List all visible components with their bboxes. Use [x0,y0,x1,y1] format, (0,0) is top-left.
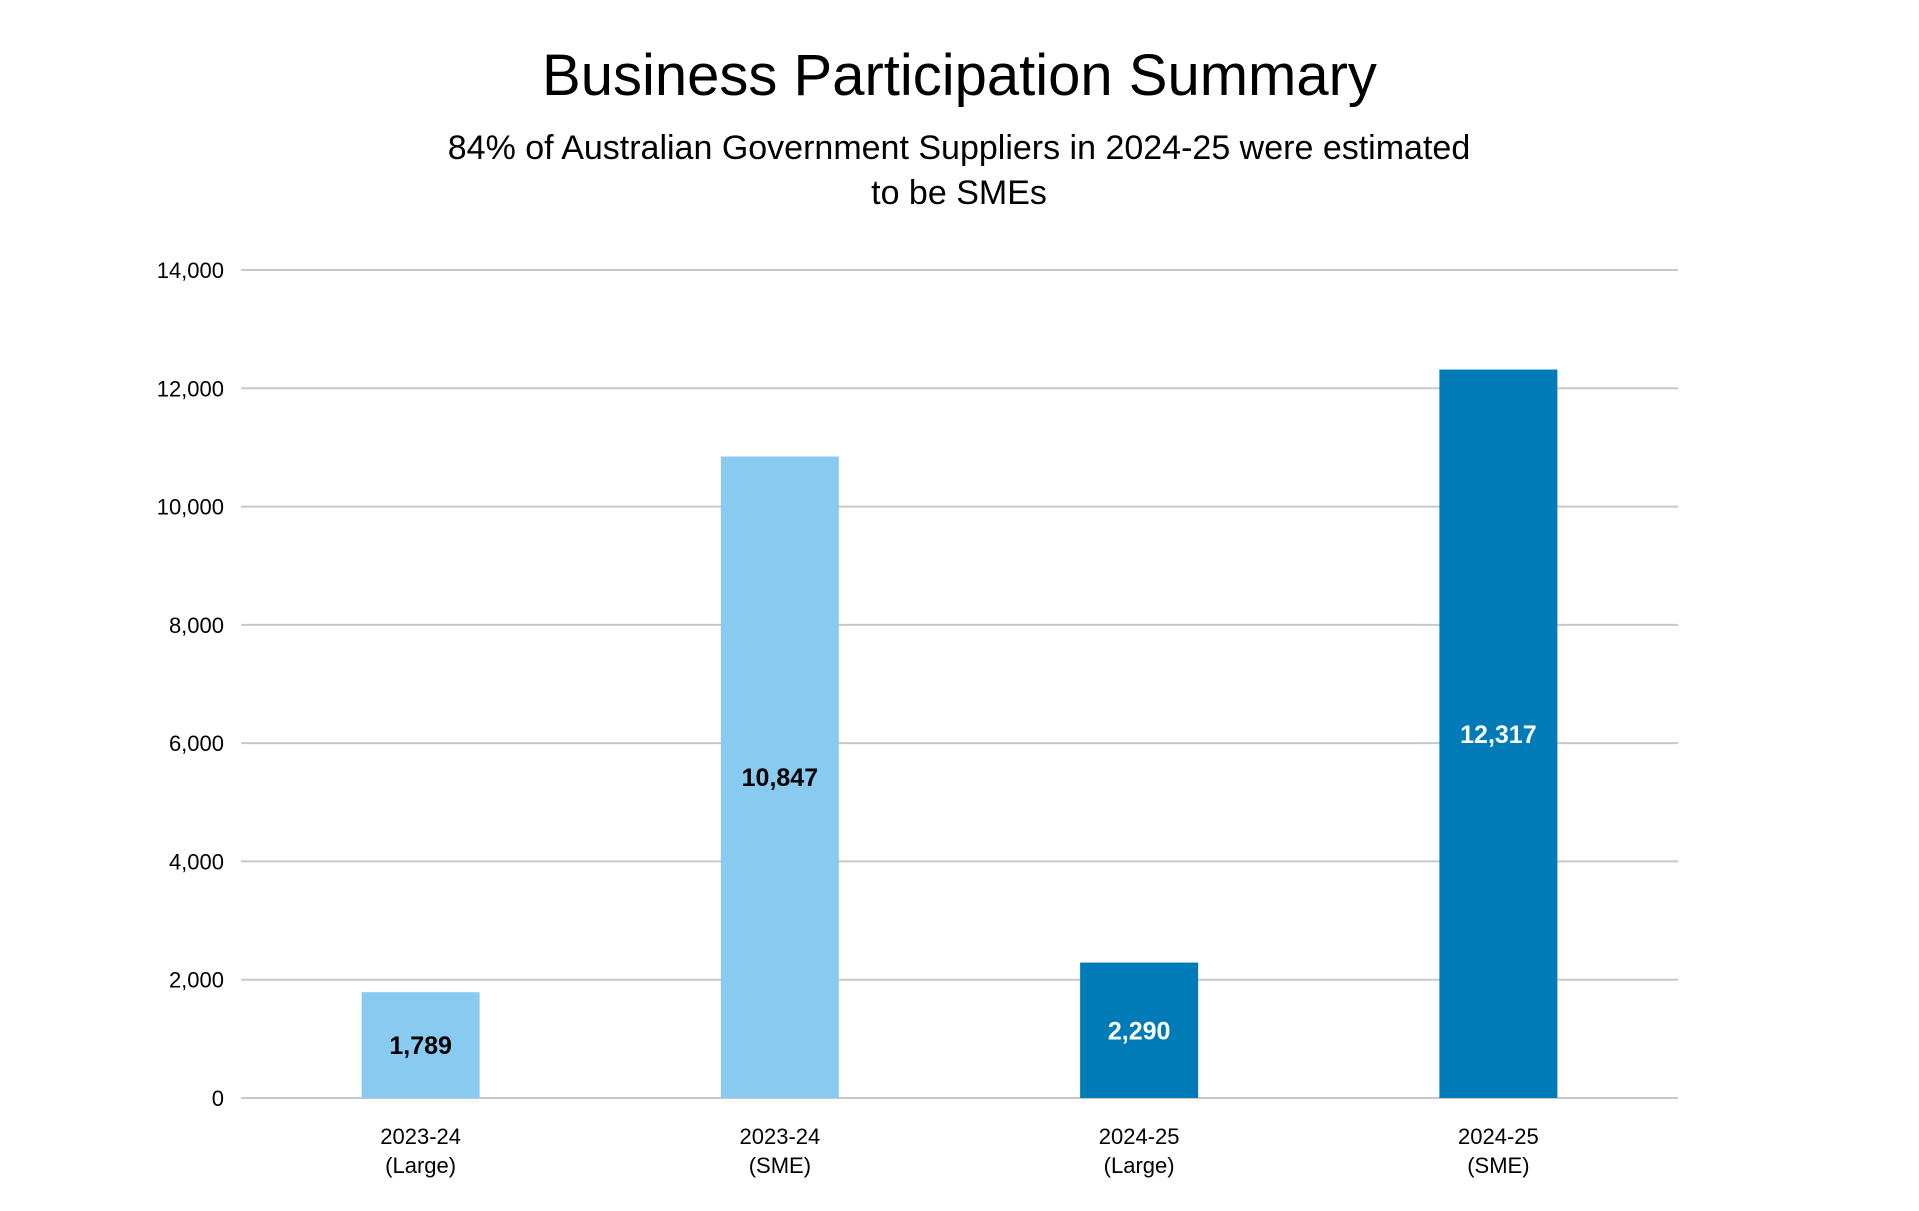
chart-subtitle: 84% of Australian Government Suppliers i… [447,129,1471,212]
x-tick-label: (Large) [1104,1153,1175,1178]
x-tick-label: (Large) [385,1153,456,1178]
data-label: 12,317 [1460,721,1536,749]
bar [361,992,480,1098]
y-tick-label: 0 [212,1086,224,1111]
bar [720,456,839,1098]
x-tick-label: (SME) [1467,1153,1529,1178]
x-tick-label: 2023-24 [380,1124,461,1149]
bar [1439,369,1558,1098]
y-tick-label: 4,000 [169,849,224,874]
y-tick-label: 10,000 [157,495,224,520]
y-tick-label: 8,000 [169,613,224,638]
data-label: 1,789 [389,1032,452,1060]
x-tick-label: 2024-25 [1099,1124,1180,1149]
x-tick-label: (SME) [749,1153,811,1178]
x-tick-label: 2023-24 [740,1124,821,1149]
x-tick-label: 2024-25 [1458,1124,1539,1149]
chart-title: Business Participation Summary [542,43,1377,108]
data-label: 2,290 [1108,1017,1171,1045]
y-tick-label: 2,000 [169,968,224,993]
y-tick-label: 6,000 [169,731,224,756]
bar [1080,962,1199,1098]
y-tick-label: 14,000 [157,258,224,283]
y-tick-label: 12,000 [157,376,224,401]
data-label: 10,847 [742,764,818,792]
